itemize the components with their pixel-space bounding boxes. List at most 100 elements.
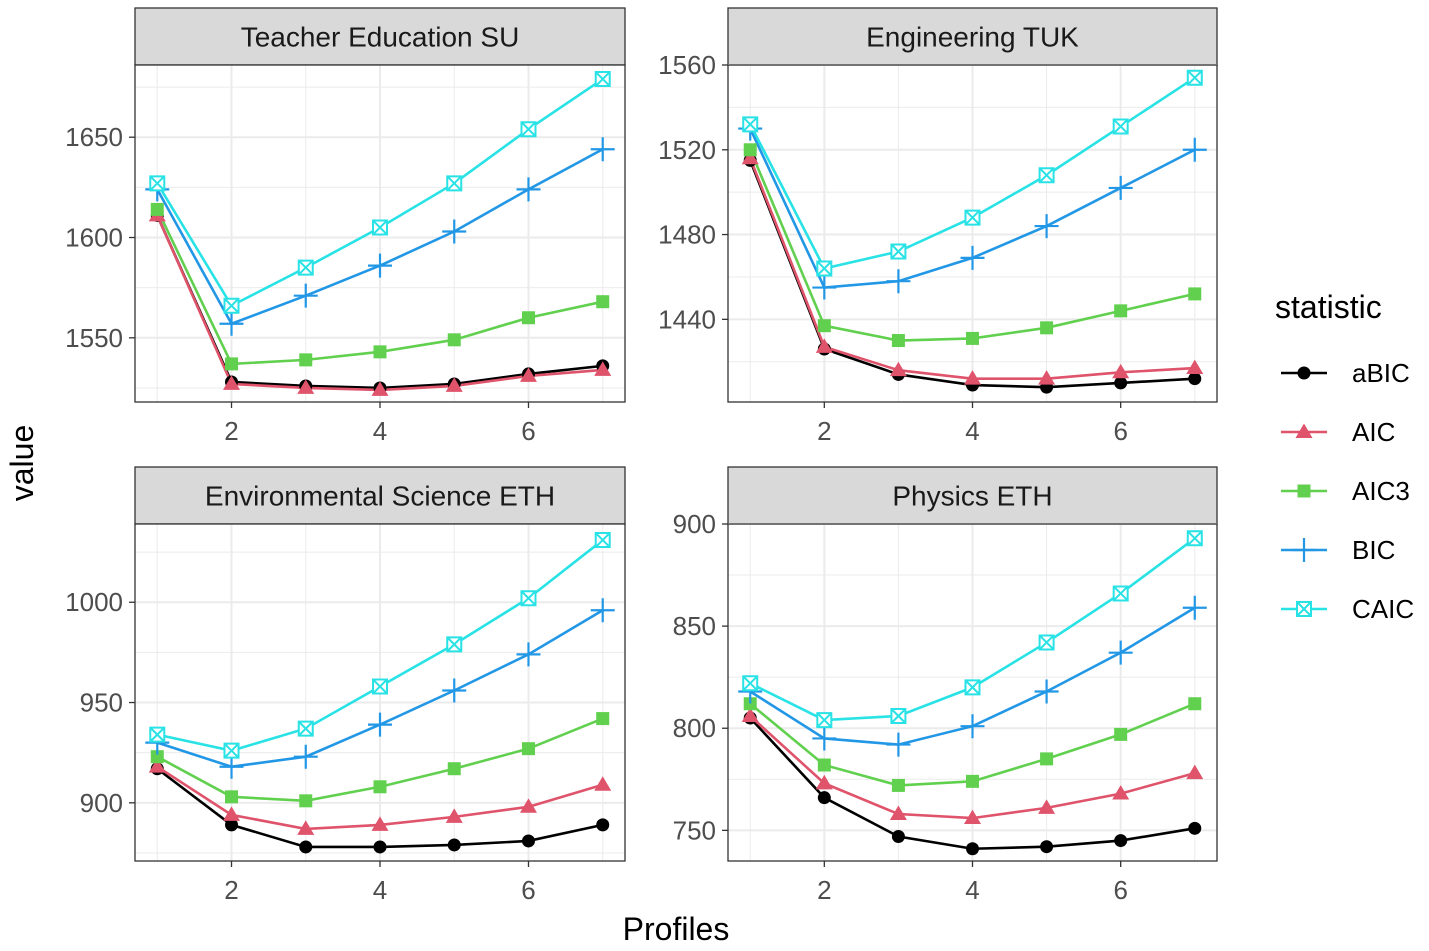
data-point-abic <box>1114 834 1128 848</box>
data-point-aic3 <box>225 790 239 804</box>
data-point-aic3 <box>299 353 313 367</box>
data-point-aic <box>1038 370 1056 385</box>
y-tick-label: 900 <box>673 509 716 539</box>
legend-label: aBIC <box>1352 358 1410 388</box>
data-point-aic <box>1038 799 1056 814</box>
legend-item-aic: AIC <box>1281 417 1395 447</box>
data-point-aic3 <box>891 334 905 348</box>
data-point-bic <box>812 726 837 751</box>
data-point-bic <box>590 598 615 623</box>
data-point-aic3 <box>373 345 387 359</box>
data-point-bic <box>293 744 318 769</box>
data-point-aic3 <box>1114 727 1128 741</box>
data-point-bic <box>219 311 244 336</box>
y-tick-label: 1440 <box>658 304 716 334</box>
data-point-aic <box>741 707 759 722</box>
data-point-caic <box>816 260 833 277</box>
data-point-abic <box>299 840 313 854</box>
legend-key-marker <box>1292 538 1316 562</box>
data-point-aic <box>445 808 463 823</box>
x-tick-label: 4 <box>373 875 387 905</box>
series-points-caic <box>742 530 1203 729</box>
data-point-abic <box>596 818 610 832</box>
legend-label: CAIC <box>1352 594 1414 624</box>
legend-key-marker <box>1297 366 1311 380</box>
data-point-caic <box>149 175 166 192</box>
series-points-aic <box>148 758 612 835</box>
data-point-caic <box>742 116 759 133</box>
data-point-aic <box>1186 764 1204 780</box>
data-point-bic <box>886 269 911 294</box>
x-tick-label: 2 <box>224 875 238 905</box>
series-points-aic3 <box>150 202 610 371</box>
y-axis-title: value <box>4 425 40 502</box>
data-point-abic <box>447 838 461 852</box>
legend-key-marker <box>1295 423 1313 438</box>
data-point-abic <box>1188 821 1202 835</box>
data-point-aic <box>519 367 537 382</box>
data-point-bic <box>1034 679 1059 704</box>
data-point-caic <box>890 707 907 724</box>
legend-title: statistic <box>1275 289 1382 325</box>
panel-4: Physics ETH 750 800 850 900 2 4 6 <box>673 466 1218 905</box>
data-point-bic <box>886 732 911 757</box>
panel-1: Teacher Education SU 1550 1600 1650 2 4 6 <box>65 7 626 446</box>
series-points-caic <box>149 71 611 314</box>
data-point-aic3 <box>1040 321 1054 335</box>
data-point-bic <box>442 219 467 244</box>
data-point-bic <box>219 754 244 779</box>
data-point-aic3 <box>1188 697 1202 711</box>
data-point-aic <box>964 370 981 385</box>
data-point-abic <box>1188 372 1202 386</box>
data-point-abic <box>817 791 831 805</box>
data-point-caic <box>1038 167 1055 184</box>
y-tick-label: 800 <box>673 713 716 743</box>
data-point-aic3 <box>817 319 831 333</box>
data-point-aic3 <box>1114 304 1128 318</box>
series-points-caic <box>742 69 1203 277</box>
data-point-aic <box>148 758 166 773</box>
data-point-aic3 <box>966 331 979 345</box>
data-point-aic <box>1186 359 1204 375</box>
data-point-caic <box>1038 634 1055 651</box>
series-points-aic <box>148 206 612 396</box>
panel-title: Teacher Education SU <box>241 22 520 53</box>
panel-strip <box>727 466 1218 525</box>
data-point-caic <box>1186 530 1203 547</box>
data-point-aic <box>594 361 612 376</box>
x-tick-label: 2 <box>817 875 831 905</box>
data-point-caic <box>890 243 907 260</box>
data-point-bic <box>960 245 985 270</box>
x-tick-label: 6 <box>1113 875 1127 905</box>
data-point-aic3 <box>225 357 239 371</box>
panel-strip <box>134 7 626 66</box>
x-tick-label: 4 <box>965 875 979 905</box>
data-point-aic <box>815 774 833 790</box>
x-tick-label: 6 <box>521 875 535 905</box>
data-point-aic <box>223 375 241 390</box>
data-point-caic <box>446 175 463 192</box>
panel-title: Physics ETH <box>892 481 1052 512</box>
data-point-aic3 <box>596 712 610 726</box>
data-point-aic <box>297 379 315 394</box>
x-tick-label: 4 <box>965 416 979 446</box>
data-point-caic <box>297 259 314 276</box>
data-point-caic <box>742 675 759 692</box>
legend-item-abic: aBIC <box>1281 358 1410 388</box>
y-tick-label: 1000 <box>65 587 123 617</box>
major-gridlines <box>135 524 625 861</box>
data-point-aic <box>371 816 389 831</box>
data-point-aic <box>297 820 315 835</box>
data-point-bic <box>1034 214 1059 239</box>
y-tick-label: 850 <box>673 611 716 641</box>
data-point-aic3 <box>743 143 757 157</box>
y-tick-label: 750 <box>673 815 716 845</box>
y-tick-label: 1480 <box>658 220 716 250</box>
x-tick-label: 2 <box>224 416 238 446</box>
data-point-aic3 <box>743 697 757 711</box>
data-point-aic <box>594 776 612 791</box>
data-point-bic <box>516 642 541 667</box>
legend-item-bic: BIC <box>1281 535 1395 565</box>
